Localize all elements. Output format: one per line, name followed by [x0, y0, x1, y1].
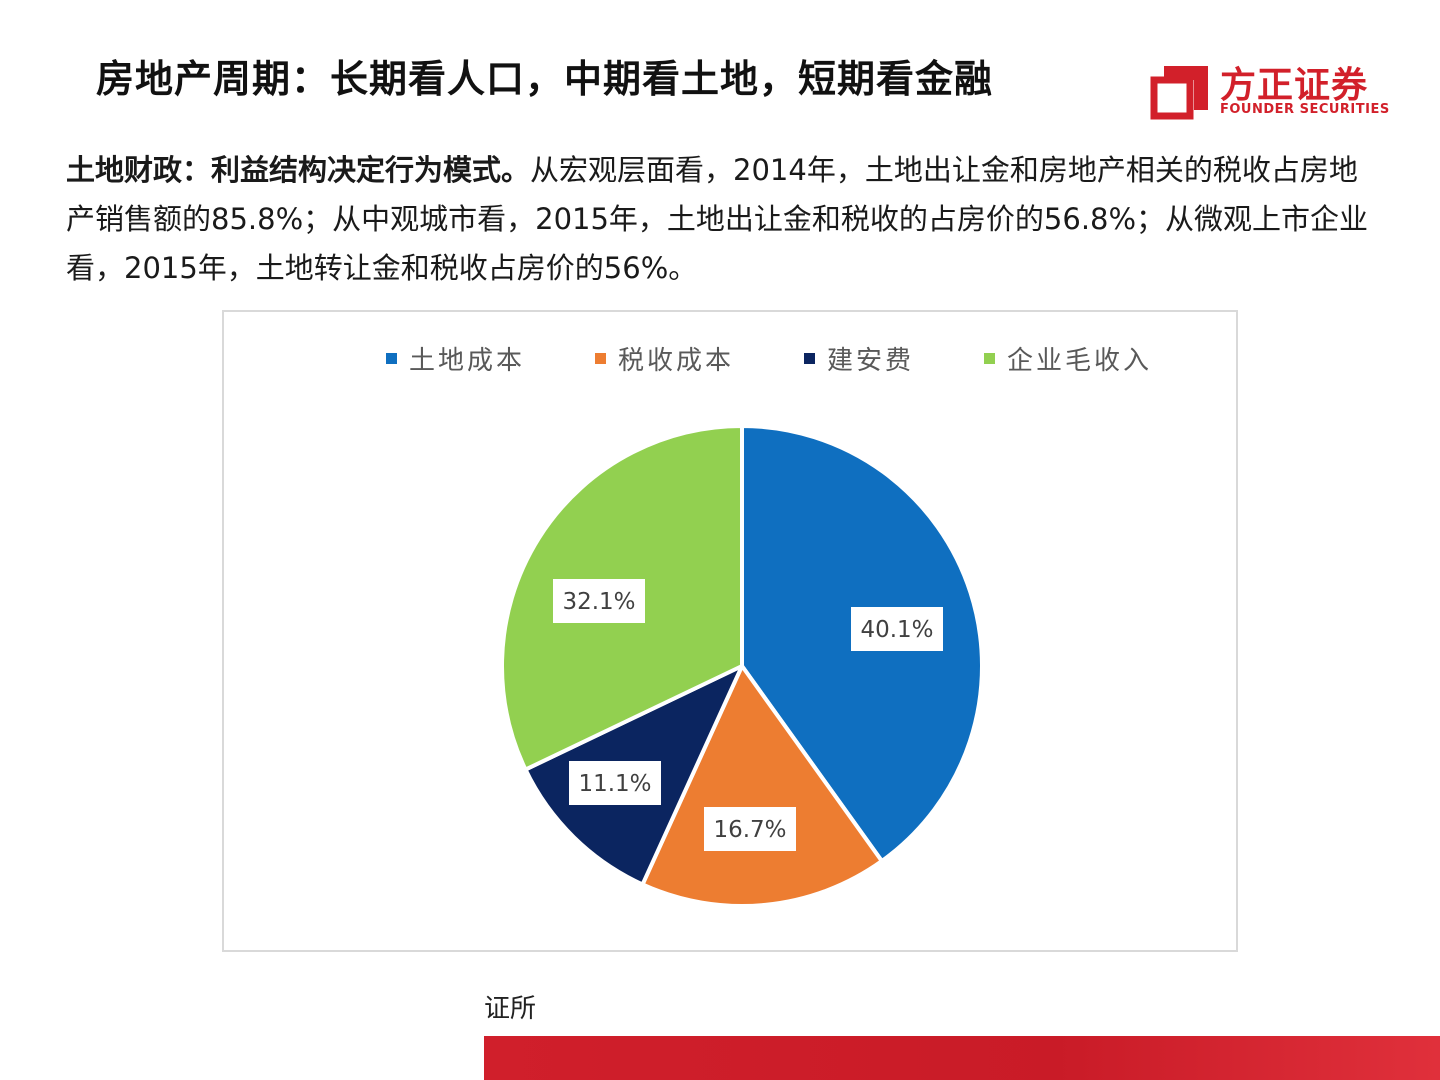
- data-label-text: 32.1%: [562, 589, 635, 615]
- data-label-text: 11.1%: [578, 771, 651, 797]
- legend-label: 企业毛收入: [1007, 345, 1153, 376]
- legend-swatch: [804, 352, 816, 364]
- data-label-text: 16.7%: [713, 817, 786, 843]
- source-note: 证所: [484, 994, 537, 1024]
- legend-label: 建安费: [827, 345, 915, 376]
- legend-swatch: [595, 352, 607, 364]
- logo-mark-icon: [1150, 66, 1208, 120]
- legend-item-gross-income: 企业毛收入: [984, 340, 1152, 377]
- data-label-box: [569, 761, 661, 805]
- pie-slice-tax: [640, 664, 884, 908]
- summary-lead: 土地财政：利益结构决定行为模式。: [66, 153, 531, 187]
- logo-english-name: FOUNDER SECURITIES: [1220, 102, 1390, 117]
- data-label-box: [704, 807, 796, 851]
- chart-legend: 土地成本 税收成本 建安费 企业毛收入: [386, 338, 1222, 378]
- data-label-box: [851, 607, 943, 651]
- logo-chinese-name: 方正证券: [1220, 65, 1369, 106]
- data-label: 11.1%: [569, 761, 661, 805]
- legend-swatch: [386, 352, 397, 364]
- data-label: 32.1%: [553, 579, 645, 623]
- data-label-text: 40.1%: [860, 617, 933, 643]
- summary-paragraph: 土地财政：利益结构决定行为模式。从宏观层面看，2014年，土地出让金和房地产相关…: [66, 146, 1386, 293]
- founder-logo: 方正证券 FOUNDER SECURITIES: [1150, 56, 1400, 122]
- bottom-red-bar: [484, 1036, 1440, 1080]
- data-label: 16.7%: [704, 807, 796, 851]
- legend-item-construction: 建安费: [804, 340, 914, 377]
- legend-item-land: 土地成本: [386, 340, 525, 377]
- data-label: 40.1%: [851, 607, 943, 651]
- legend-swatch: [984, 352, 996, 364]
- legend-item-tax: 税收成本: [595, 340, 734, 377]
- page-title: 房地产周期：长期看人口，中期看土地，短期看金融: [96, 57, 994, 101]
- summary-text: 从宏观层面看，2014年，土地出让金和房地产相关的税收占房地产销售额的85.8%…: [66, 153, 1369, 285]
- data-label-box: [553, 579, 645, 623]
- legend-label: 土地成本: [409, 345, 526, 376]
- legend-label: 税收成本: [618, 345, 735, 376]
